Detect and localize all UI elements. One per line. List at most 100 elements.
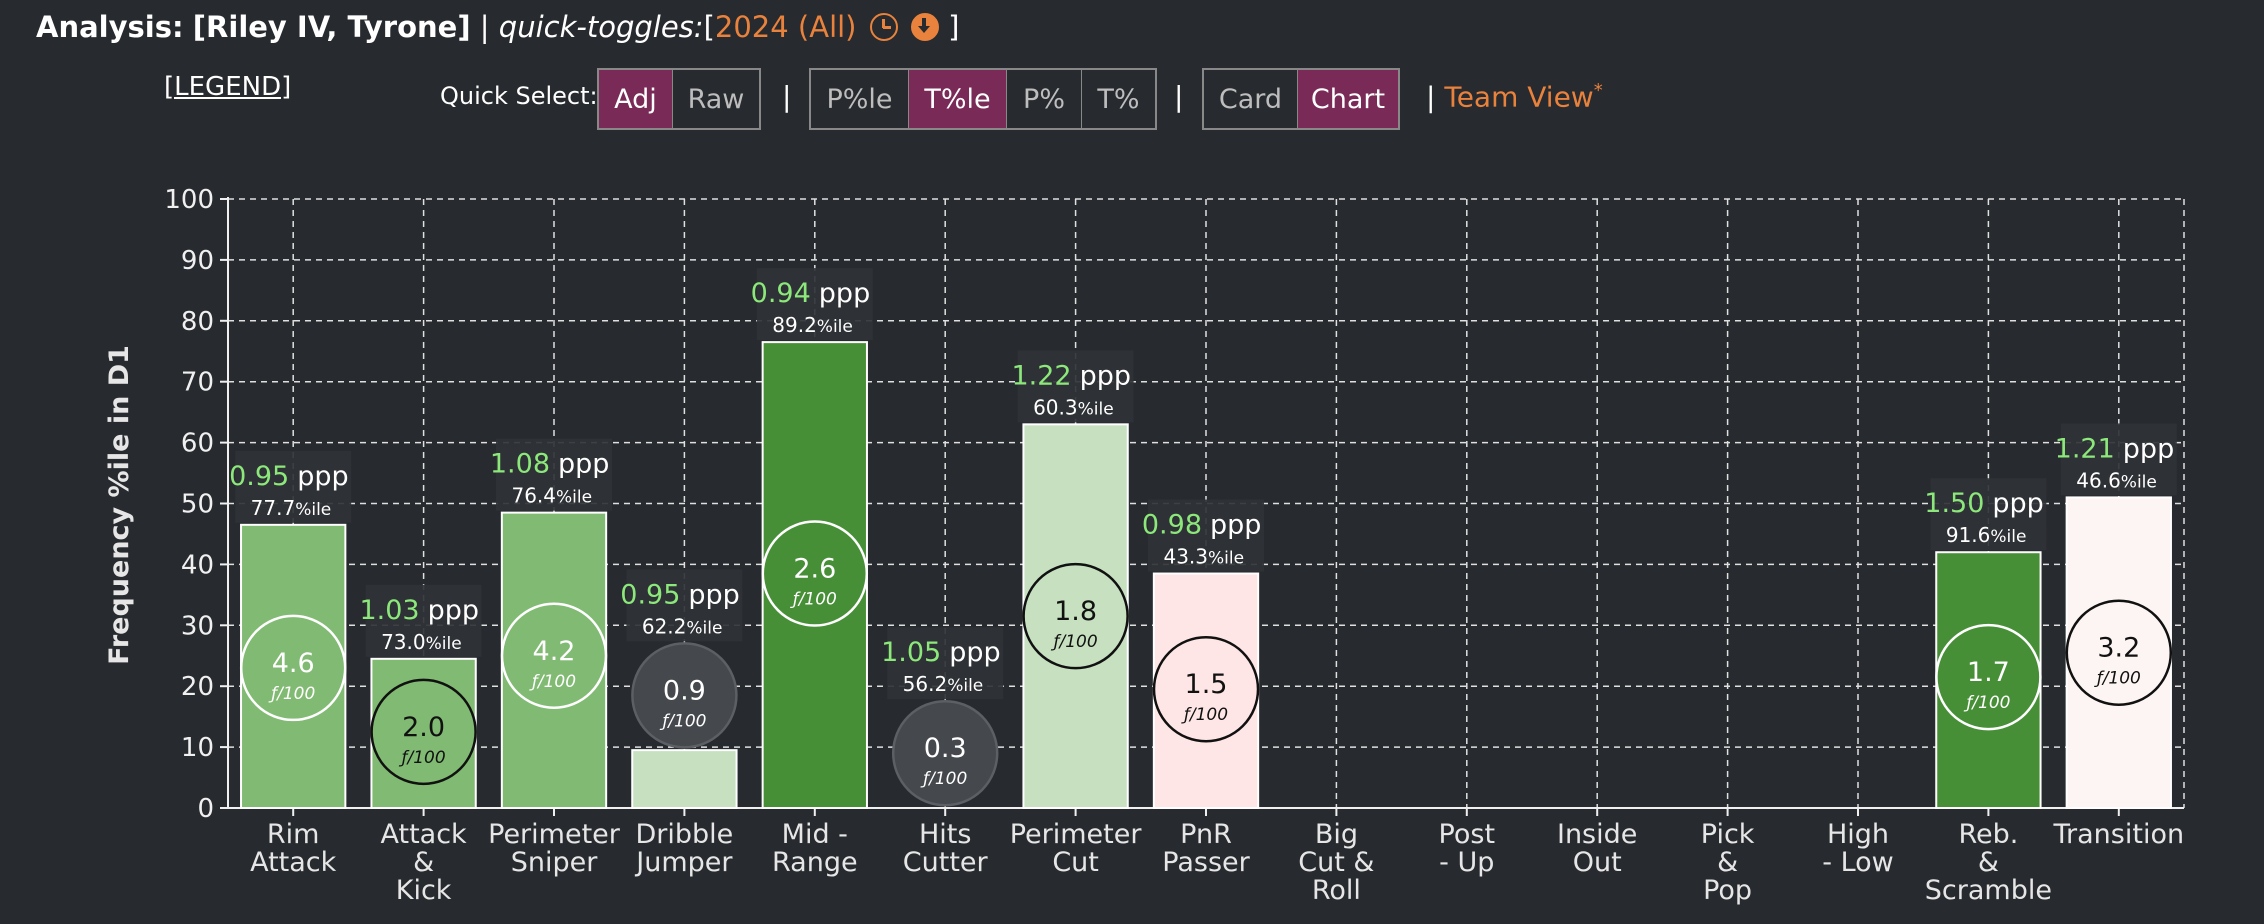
- t-percentile-button[interactable]: T%le: [909, 70, 1007, 128]
- ppp-unit: ppp: [819, 278, 870, 309]
- download-icon[interactable]: [910, 13, 939, 41]
- bubble-circle: [1935, 623, 2042, 731]
- bubble-value: 3.2: [2097, 633, 2140, 664]
- x-tick-label: Dribble: [636, 819, 734, 850]
- frequency-bubble: 3.2 ƒ/100: [2065, 599, 2173, 706]
- header-separator: |: [479, 10, 490, 44]
- t-percent-button[interactable]: T%: [1097, 83, 1140, 115]
- x-tick-label: - Low: [1822, 847, 1894, 878]
- ppp-unit: ppp: [428, 595, 479, 626]
- bubble-circle: [631, 642, 738, 749]
- bubble-unit: ƒ/100: [2094, 669, 2141, 689]
- bubble-value: 1.7: [1967, 657, 2010, 688]
- ppp-unit: ppp: [558, 449, 609, 480]
- frequency-bubble: 1.8 ƒ/100: [1022, 562, 1129, 670]
- bubble-unit: ƒ/100: [659, 711, 706, 731]
- y-tick-label: 10: [181, 733, 214, 763]
- toggle-separator: |: [782, 80, 792, 113]
- team-view-link[interactable]: Team View: [1444, 80, 1594, 114]
- x-tick-label: Kick: [396, 875, 452, 906]
- frequency-bubble: 2.6 ƒ/100: [761, 520, 869, 627]
- x-tick-label: Post: [1439, 819, 1496, 850]
- chart-button[interactable]: Chart: [1298, 70, 1398, 128]
- x-tick-label: Attack: [380, 819, 467, 850]
- analysis-prefix: Analysis:: [36, 10, 184, 44]
- x-tick-label: Cut &: [1298, 847, 1374, 878]
- y-tick-label: 30: [181, 611, 214, 641]
- quick-select-label: Quick Select:: [440, 82, 598, 110]
- bubble-unit: ƒ/100: [399, 748, 446, 768]
- ppp-value: 0.95: [620, 579, 680, 610]
- annotation-bg: [1930, 478, 2047, 551]
- p-percentile-button[interactable]: P%le: [811, 70, 909, 128]
- percentile-unit: %ile: [947, 676, 983, 696]
- bubble-circle: [1152, 635, 1260, 743]
- card-button[interactable]: Card: [1204, 70, 1298, 128]
- y-tick-label: 80: [181, 307, 214, 337]
- percentile-unit: %ile: [1208, 549, 1244, 569]
- bubble-circle: [1022, 562, 1129, 670]
- percentile-unit: %ile: [686, 618, 722, 638]
- y-tick-label: 0: [197, 794, 214, 824]
- bubble-circle: [891, 699, 999, 807]
- ppp-unit: ppp: [949, 637, 1000, 668]
- x-tick-label: Range: [772, 847, 858, 878]
- x-tick-label: Big: [1315, 819, 1358, 850]
- legend-link[interactable]: [LEGEND]: [164, 72, 292, 102]
- season-link[interactable]: 2024 (All): [714, 10, 857, 44]
- percentile-value: 76.4: [511, 484, 556, 508]
- annotation-bg: [1017, 350, 1134, 423]
- adj-raw-toggle-group: Adj Raw: [597, 68, 761, 130]
- y-tick-label: 50: [181, 490, 214, 520]
- frequency-bubble: 4.6 ƒ/100: [239, 614, 347, 722]
- bubble-value: 1.5: [1185, 669, 1228, 700]
- annotation-bg: [887, 627, 1004, 700]
- ppp-value: 1.03: [359, 595, 419, 626]
- ppp-unit: ppp: [688, 579, 739, 610]
- clock-icon[interactable]: [869, 13, 898, 41]
- ppp-value: 1.22: [1011, 360, 1071, 391]
- bubble-unit: ƒ/100: [529, 672, 576, 692]
- x-tick-label: - Up: [1439, 847, 1494, 878]
- ppp-unit: ppp: [1080, 360, 1131, 391]
- x-tick-label: &: [413, 847, 434, 878]
- bubble-value: 1.8: [1054, 596, 1097, 627]
- percentile-value: 46.6: [2076, 468, 2121, 492]
- team-view-separator: |: [1426, 80, 1436, 114]
- bubble-circle: [2065, 599, 2173, 706]
- bubble-unit: ƒ/100: [920, 769, 967, 789]
- percentile-value: 56.2: [903, 672, 948, 696]
- ppp-value: 0.95: [229, 461, 289, 492]
- x-tick-label: Pick: [1701, 819, 1755, 850]
- ppp-value: 1.08: [490, 449, 550, 480]
- quick-toggles-label: quick-toggles:: [498, 10, 704, 44]
- close-bracket: ]: [948, 10, 960, 44]
- ppp-unit: ppp: [297, 461, 348, 492]
- ppp-value: 1.21: [2055, 433, 2115, 464]
- ppp-unit: ppp: [2123, 433, 2174, 464]
- y-tick-label: 70: [181, 368, 214, 398]
- percentile-unit: %ile: [1990, 527, 2026, 547]
- analysis-header: Analysis: [Riley IV, Tyrone] | quick-tog…: [36, 10, 959, 44]
- open-bracket: [: [703, 10, 715, 44]
- p-percent-button[interactable]: P%: [1007, 70, 1082, 128]
- bar: [631, 749, 738, 810]
- adj-button[interactable]: Adj: [599, 70, 673, 128]
- x-tick-label: Roll: [1312, 875, 1361, 906]
- percentile-unit: %ile: [556, 488, 592, 508]
- x-tick-label: Perimeter: [488, 819, 621, 850]
- percentile-value: 62.2: [642, 614, 687, 638]
- x-tick-label: Cutter: [903, 847, 989, 878]
- raw-button[interactable]: Raw: [687, 83, 745, 115]
- ppp-unit: ppp: [1992, 488, 2043, 519]
- bubble-value: 4.2: [533, 636, 576, 667]
- x-tick-label: Out: [1573, 847, 1622, 878]
- bubble-value: 0.9: [663, 675, 706, 706]
- frequency-bubble: 0.3 ƒ/100: [891, 699, 999, 807]
- toggle-separator-2: |: [1174, 80, 1184, 113]
